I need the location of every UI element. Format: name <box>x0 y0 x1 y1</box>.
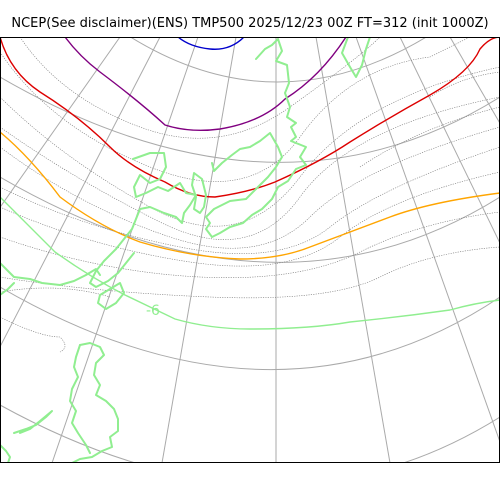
latitude-line <box>0 404 500 463</box>
meridian <box>0 37 121 209</box>
meridian <box>355 37 500 443</box>
isotherm <box>0 96 500 240</box>
coastline-hudson <box>13 410 53 434</box>
latitude-line <box>0 76 500 163</box>
isotherm <box>0 211 500 279</box>
isotherm <box>0 37 471 182</box>
temperature-map: -6 <box>0 37 500 463</box>
meridian <box>51 37 199 463</box>
chart-title: NCEP(See disclaimer)(ENS) TMP500 2025/12… <box>11 16 489 31</box>
contour-line-green <box>0 196 500 330</box>
latitude-line <box>0 176 500 263</box>
coastline-hudson <box>69 344 91 454</box>
coastline-island <box>341 37 371 78</box>
coastline-canada <box>0 282 15 296</box>
meridian <box>399 37 500 245</box>
isotherm <box>0 146 500 254</box>
isotherm <box>359 106 500 168</box>
isotherm <box>429 71 500 98</box>
coastline-canada <box>0 262 101 286</box>
colored-contours <box>0 37 500 330</box>
isotherm <box>0 171 500 267</box>
isotherm <box>0 126 500 249</box>
latitude-line <box>0 286 500 370</box>
isotherm <box>0 316 66 353</box>
meridian <box>315 37 391 463</box>
contour-line-red <box>0 37 500 198</box>
latitude-lines <box>0 37 500 463</box>
meridian <box>449 37 500 125</box>
contour-line-blue <box>177 37 245 50</box>
coastline-greenland <box>205 38 307 238</box>
coastline-archipelago <box>89 152 197 288</box>
contour-value-label: -6 <box>146 303 160 319</box>
contour-line-purple <box>64 37 347 132</box>
coastline-hudson <box>71 342 119 463</box>
isotherm <box>0 246 500 299</box>
isotherm <box>19 37 381 139</box>
coastline-hudson <box>0 444 11 463</box>
isotherm <box>0 287 111 298</box>
meridian <box>0 37 161 348</box>
contour-line-orange <box>0 131 500 260</box>
coastline-archipelago <box>191 172 207 214</box>
meridian <box>161 37 237 463</box>
coastlines <box>0 37 371 463</box>
longitude-lines <box>0 37 500 463</box>
coastline-canada <box>97 282 125 310</box>
latitude-line <box>129 37 428 83</box>
